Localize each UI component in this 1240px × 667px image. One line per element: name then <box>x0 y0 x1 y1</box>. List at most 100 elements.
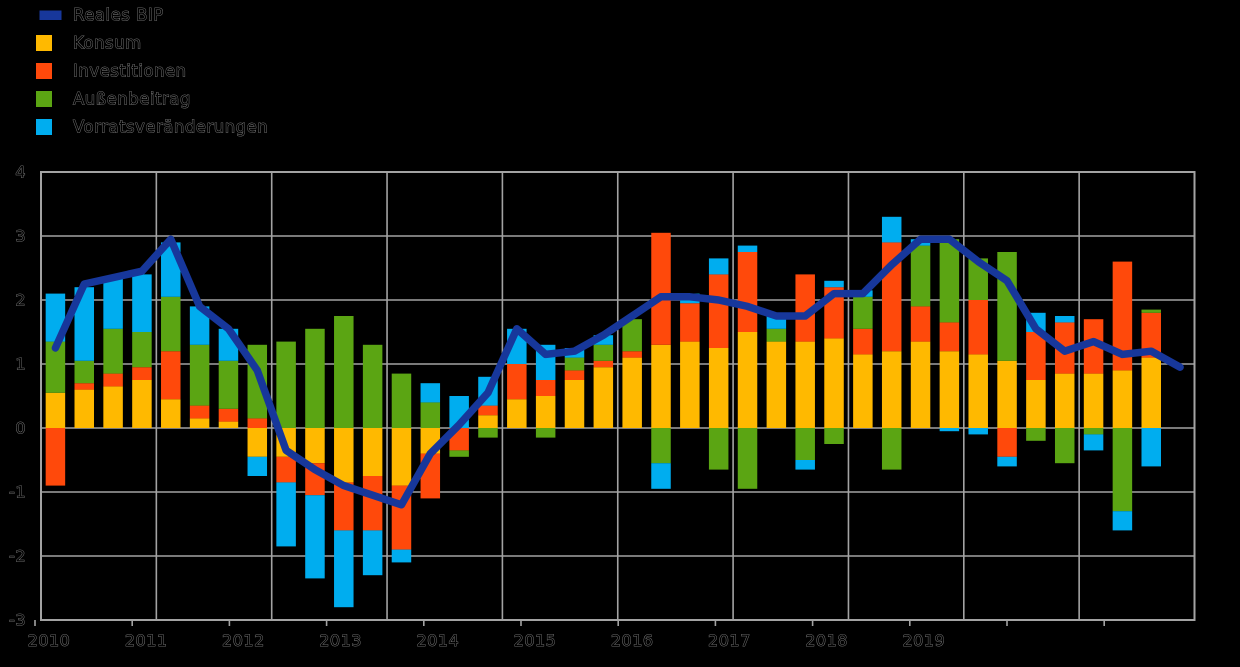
x-axis-tick-label: 2016 <box>611 631 654 650</box>
bar-segment-investitionen-2012Q4 <box>362 476 383 531</box>
bar-segment-konsum-2019Q3 <box>1141 357 1161 428</box>
bar-segment-vorratsveraenderungen-2010Q4 <box>132 274 152 332</box>
bar-segment-investitionen-2011Q4 <box>247 418 268 428</box>
bar-segment-vorratsveraenderungen-2019Q3 <box>1141 428 1161 467</box>
bar-segment-investitionen-2015Q4 <box>708 274 729 348</box>
bar-segment-konsum-2017Q2 <box>881 351 902 428</box>
bar-segment-konsum-2016Q1 <box>737 332 758 428</box>
legend: Reales BIP Konsum Investitionen Außenbei… <box>36 5 268 137</box>
bar-segment-konsum-2014Q3 <box>564 380 585 428</box>
bar-segment-konsum-2017Q1 <box>853 354 873 428</box>
bar-segment-vorratsveraenderungen-2012Q1 <box>276 482 296 547</box>
bar-segment-vorratsveraenderungen-2011Q2 <box>189 306 210 345</box>
bar-segment-vorratsveraenderungen-2012Q3 <box>334 530 354 608</box>
x-axis-tick-label: 2010 <box>28 631 71 650</box>
bar-segment-aussenbeitrag-2013Q3 <box>449 450 469 457</box>
bar-segment-vorratsveraenderungen-2018Q2 <box>997 456 1017 467</box>
bar-segment-vorratsveraenderungen-2019Q2 <box>1112 511 1133 531</box>
bar-segment-investitionen-2014Q4 <box>593 360 614 368</box>
bar-segment-investitionen-2011Q3 <box>218 408 239 422</box>
bar-segment-konsum-2012Q4 <box>362 428 383 476</box>
bar-segment-vorratsveraenderungen-2017Q4 <box>939 428 960 432</box>
legend-label-investitionen: Investitionen <box>73 62 187 81</box>
bar-segment-aussenbeitrag-2014Q2 <box>535 428 556 438</box>
bar-segment-aussenbeitrag-2011Q2 <box>189 344 210 406</box>
bar-segment-konsum-2018Q4 <box>1054 373 1075 428</box>
bar-segment-aussenbeitrag-2013Q4 <box>478 428 498 438</box>
bar-segment-aussenbeitrag-2012Q3 <box>334 316 354 428</box>
bar-segment-konsum-2017Q4 <box>939 351 960 428</box>
bar-segment-investitionen-2019Q2 <box>1112 261 1133 371</box>
bar-segment-investitionen-2017Q3 <box>910 306 931 342</box>
bar-segment-investitionen-2011Q1 <box>161 351 181 400</box>
x-axis-tick-label: 2019 <box>902 631 945 650</box>
bar-segment-investitionen-2010Q1 <box>45 428 66 486</box>
x-axis-tick-label: 2014 <box>416 631 459 650</box>
bar-segment-vorratsveraenderungen-2013Q1 <box>391 549 412 563</box>
x-axis-tick-label: 2013 <box>319 631 362 650</box>
bar-segment-konsum-2014Q4 <box>593 367 614 428</box>
y-axis-tick-label: -2 <box>9 547 26 566</box>
bar-segment-investitionen-2017Q4 <box>939 322 960 352</box>
y-axis-tick-label: 2 <box>15 291 26 310</box>
bar-segment-aussenbeitrag-2016Q1 <box>737 428 758 489</box>
bar-segment-vorratsveraenderungen-2015Q4 <box>708 258 729 275</box>
bar-segment-aussenbeitrag-2010Q4 <box>132 332 152 368</box>
bar-segment-aussenbeitrag-2017Q4 <box>939 239 960 323</box>
bar-segment-konsum-2016Q4 <box>824 338 844 428</box>
bar-segment-aussenbeitrag-2016Q2 <box>766 328 787 342</box>
x-axis-tick-label: 2017 <box>708 631 751 650</box>
bar-segment-konsum-2011Q3 <box>218 421 239 428</box>
bar-segment-investitionen-2012Q3 <box>334 482 354 531</box>
bar-segment-aussenbeitrag-2012Q4 <box>362 344 383 428</box>
legend-label-reales-bip: Reales BIP <box>73 6 164 25</box>
bar-segment-konsum-2010Q2 <box>74 389 95 428</box>
bar-segment-konsum-2016Q2 <box>766 341 787 428</box>
x-axis-tick-label: 2018 <box>805 631 848 650</box>
bar-segment-aussenbeitrag-2012Q1 <box>276 341 296 428</box>
bar-segment-vorratsveraenderungen-2017Q2 <box>881 216 902 243</box>
bar-segment-investitionen-2018Q2 <box>997 428 1017 457</box>
bar-segment-aussenbeitrag-2018Q2 <box>997 252 1017 361</box>
bar-segment-aussenbeitrag-2015Q4 <box>708 428 729 470</box>
bar-segment-konsum-2012Q2 <box>305 428 325 464</box>
bar-segment-konsum-2017Q3 <box>910 341 931 428</box>
bar-segment-konsum-2015Q2 <box>651 344 671 428</box>
y-axis-tick-label: -3 <box>9 611 26 630</box>
bar-segment-investitionen-2013Q4 <box>478 405 498 416</box>
y-axis-tick-label: 3 <box>15 227 26 246</box>
bar-segment-vorratsveraenderungen-2016Q3 <box>795 460 815 470</box>
y-axis-tick-label: 0 <box>15 419 26 438</box>
bar-segment-konsum-2011Q4 <box>247 428 268 457</box>
bar-segment-investitionen-2014Q3 <box>564 370 585 380</box>
bar-segment-aussenbeitrag-2013Q1 <box>391 373 412 428</box>
y-axis-tick-label: -1 <box>9 483 26 502</box>
bar-segment-vorratsveraenderungen-2016Q4 <box>824 280 844 288</box>
legend-swatch-reales-bip-line <box>39 10 62 20</box>
x-axis-tick-label: 2011 <box>125 631 168 650</box>
bar-segment-aussenbeitrag-2014Q4 <box>593 344 614 361</box>
bar-segment-investitionen-2016Q3 <box>795 274 815 342</box>
legend-label-vorratsveraenderungen: Vorratsveränderungen <box>73 118 268 137</box>
bar-segment-konsum-2015Q1 <box>622 357 642 428</box>
bar-segment-konsum-2011Q1 <box>161 399 181 428</box>
y-axis-tick-label: 4 <box>15 163 26 182</box>
bar-segment-aussenbeitrag-2015Q2 <box>651 428 671 464</box>
legend-swatch-vorratsveraenderungen <box>36 119 52 135</box>
bar-segment-aussenbeitrag-2018Q3 <box>1026 428 1046 441</box>
bar-segment-konsum-2010Q1 <box>45 392 66 428</box>
bar-segment-konsum-2010Q3 <box>103 386 123 428</box>
bar-segment-aussenbeitrag-2012Q2 <box>305 328 325 428</box>
legend-swatch-investitionen <box>36 63 52 79</box>
bar-segment-vorratsveraenderungen-2016Q1 <box>737 245 758 252</box>
bar-segment-konsum-2014Q1 <box>507 399 527 428</box>
bar-segment-investitionen-2014Q2 <box>535 380 556 396</box>
bar-segment-konsum-2010Q4 <box>132 380 152 428</box>
bar-segment-investitionen-2014Q1 <box>507 364 527 400</box>
bar-segment-konsum-2016Q3 <box>795 341 815 428</box>
bar-segment-aussenbeitrag-2019Q1 <box>1083 428 1104 435</box>
bar-segment-konsum-2019Q2 <box>1112 370 1133 428</box>
bar-segment-vorratsveraenderungen-2019Q1 <box>1083 434 1104 451</box>
bar-segment-vorratsveraenderungen-2012Q2 <box>305 495 325 579</box>
